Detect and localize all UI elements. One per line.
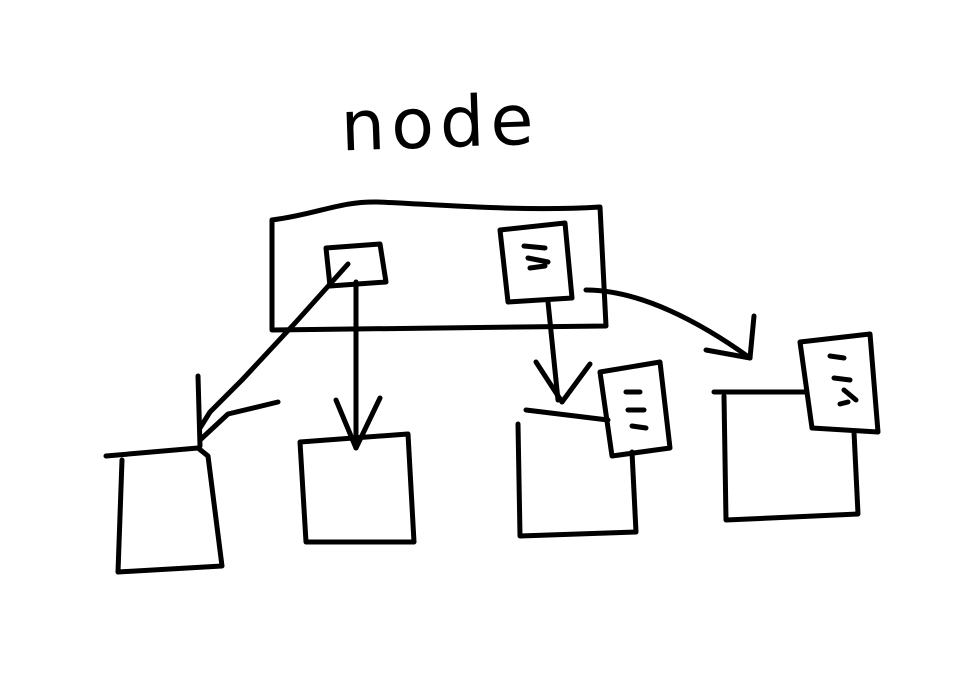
edge-to-child-4 [583, 287, 753, 361]
child-node-4-key-slot [797, 331, 881, 435]
child-node-4-key-mark [827, 353, 859, 407]
child-node-3-key-slot [597, 359, 673, 459]
node-container-box [269, 199, 609, 333]
edge-to-child-2-arrowhead [333, 395, 383, 451]
child-node-3-key-mark [623, 389, 649, 431]
key-slot-right-mark [521, 243, 551, 271]
child-node-4 [711, 389, 861, 523]
edge-to-child-3 [545, 299, 561, 403]
edge-to-child-1-arrowhead [195, 373, 281, 449]
pointer-slot-left [323, 241, 389, 289]
edge-to-child-4-arrowhead [703, 313, 757, 361]
edge-to-child-1 [197, 261, 351, 431]
child-node-3 [515, 407, 639, 539]
key-slot-right [497, 220, 575, 305]
child-node-1 [103, 445, 225, 575]
edge-to-child-3-arrowhead [533, 359, 593, 405]
child-node-2 [297, 431, 417, 545]
